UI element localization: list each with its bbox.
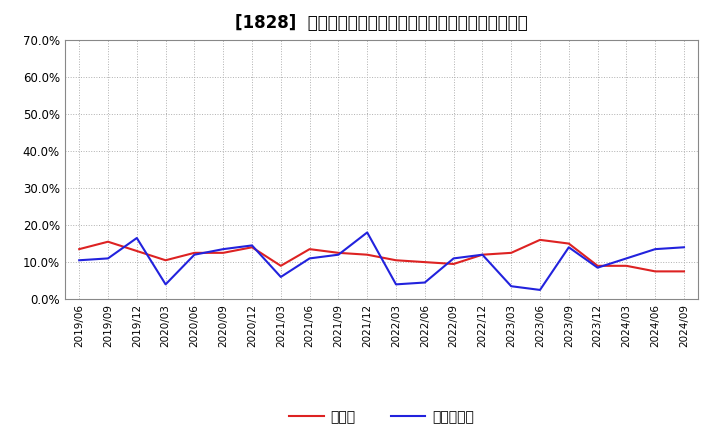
有利子負債 <box>564 245 573 250</box>
Line: 有利子負債: 有利子負債 <box>79 232 684 290</box>
有利子負債 <box>392 282 400 287</box>
有利子負債 <box>132 235 141 241</box>
現預金 <box>363 252 372 257</box>
現預金 <box>622 263 631 268</box>
現預金 <box>392 258 400 263</box>
Line: 現預金: 現預金 <box>79 240 684 271</box>
現預金 <box>478 252 487 257</box>
現預金 <box>190 250 199 256</box>
現預金 <box>420 260 429 265</box>
現預金 <box>536 237 544 242</box>
有利子負債 <box>305 256 314 261</box>
有利子負債 <box>334 252 343 257</box>
Legend: 現預金, 有利子負債: 現預金, 有利子負債 <box>284 405 480 430</box>
現預金 <box>104 239 112 244</box>
現預金 <box>651 269 660 274</box>
有利子負債 <box>622 256 631 261</box>
有利子負債 <box>680 245 688 250</box>
有利子負債 <box>363 230 372 235</box>
有利子負債 <box>651 246 660 252</box>
有利子負債 <box>420 280 429 285</box>
有利子負債 <box>478 252 487 257</box>
有利子負債 <box>190 252 199 257</box>
有利子負債 <box>104 256 112 261</box>
現預金 <box>132 248 141 253</box>
現預金 <box>334 250 343 256</box>
現預金 <box>161 258 170 263</box>
現預金 <box>276 263 285 268</box>
現預金 <box>219 250 228 256</box>
現預金 <box>75 246 84 252</box>
有利子負債 <box>449 256 458 261</box>
Title: [1828]  現預金、有利子負債の総資産に対する比率の推移: [1828] 現預金、有利子負債の総資産に対する比率の推移 <box>235 15 528 33</box>
現預金 <box>564 241 573 246</box>
有利子負債 <box>219 246 228 252</box>
有利子負債 <box>536 287 544 293</box>
現預金 <box>305 246 314 252</box>
現預金 <box>248 245 256 250</box>
有利子負債 <box>276 274 285 279</box>
有利子負債 <box>248 243 256 248</box>
現預金 <box>680 269 688 274</box>
有利子負債 <box>593 265 602 270</box>
有利子負債 <box>161 282 170 287</box>
有利子負債 <box>75 258 84 263</box>
有利子負債 <box>507 284 516 289</box>
現預金 <box>593 263 602 268</box>
現預金 <box>507 250 516 256</box>
現預金 <box>449 261 458 267</box>
